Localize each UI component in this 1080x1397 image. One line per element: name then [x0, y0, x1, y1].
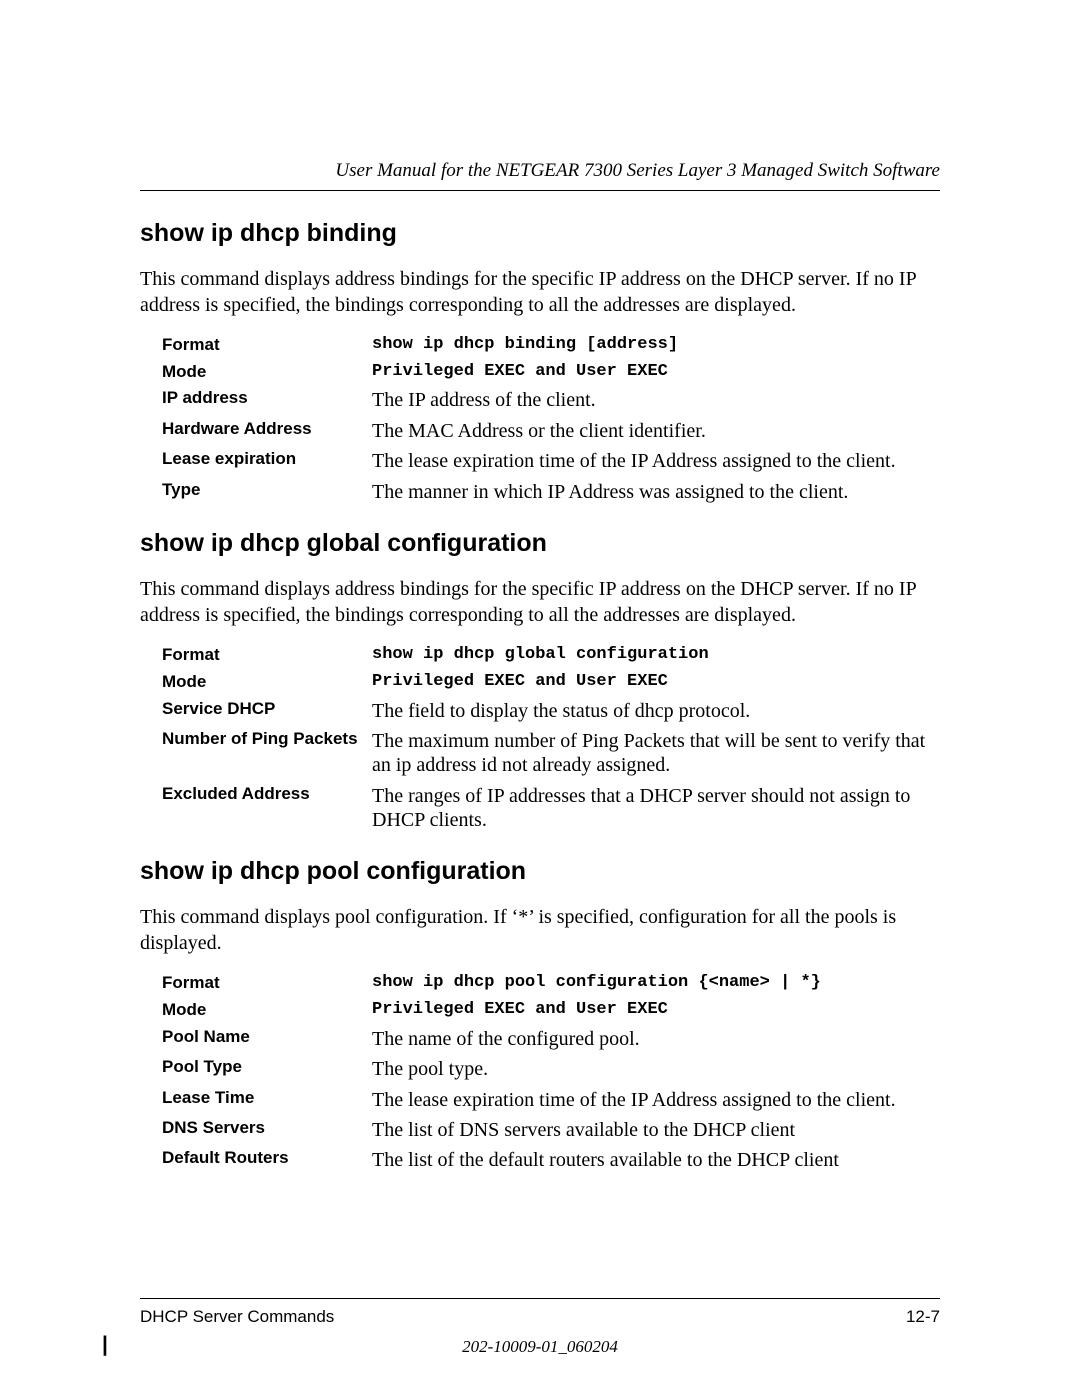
footer-section-name: DHCP Server Commands: [140, 1307, 334, 1327]
footer-row: DHCP Server Commands 12-7: [140, 1307, 940, 1327]
table-row: Default RoutersThe list of the default r…: [162, 1145, 932, 1175]
def-label: Excluded Address: [162, 781, 372, 836]
definition-table: Formatshow ip dhcp binding [address] Mod…: [162, 332, 932, 507]
def-label: Service DHCP: [162, 696, 372, 726]
table-row: ModePrivileged EXEC and User EXEC: [162, 669, 932, 696]
def-label: Type: [162, 477, 372, 507]
def-label: Lease expiration: [162, 446, 372, 476]
def-value: Privileged EXEC and User EXEC: [372, 359, 932, 386]
def-label: Mode: [162, 359, 372, 386]
table-row: ModePrivileged EXEC and User EXEC: [162, 359, 932, 386]
footer-doc-number: 202-10009-01_060204: [0, 1337, 1080, 1357]
def-value: The lease expiration time of the IP Addr…: [372, 446, 932, 476]
def-value: The MAC Address or the client identifier…: [372, 416, 932, 446]
def-value: Privileged EXEC and User EXEC: [372, 997, 932, 1024]
table-row: IP addressThe IP address of the client.: [162, 385, 932, 415]
def-value: The maximum number of Ping Packets that …: [372, 726, 932, 781]
definition-table: Formatshow ip dhcp global configuration …: [162, 642, 932, 835]
section-intro: This command displays address bindings f…: [140, 576, 940, 628]
def-label: Mode: [162, 669, 372, 696]
def-label: IP address: [162, 385, 372, 415]
table-row: Service DHCPThe field to display the sta…: [162, 696, 932, 726]
def-value: Privileged EXEC and User EXEC: [372, 669, 932, 696]
section-intro: This command displays address bindings f…: [140, 266, 940, 318]
section-intro: This command displays pool configuration…: [140, 904, 940, 956]
table-row: Excluded AddressThe ranges of IP address…: [162, 781, 932, 836]
footer-rule: [140, 1298, 940, 1299]
def-label: Number of Ping Packets: [162, 726, 372, 781]
definition-table: Formatshow ip dhcp pool configuration {<…: [162, 970, 932, 1175]
section-heading-pool: show ip dhcp pool configuration: [140, 857, 940, 886]
table-row: Lease expirationThe lease expiration tim…: [162, 446, 932, 476]
def-value: The IP address of the client.: [372, 385, 932, 415]
def-label: Default Routers: [162, 1145, 372, 1175]
table-row: Number of Ping PacketsThe maximum number…: [162, 726, 932, 781]
def-label: Mode: [162, 997, 372, 1024]
table-row: Pool NameThe name of the configured pool…: [162, 1024, 932, 1054]
table-row: Lease TimeThe lease expiration time of t…: [162, 1085, 932, 1115]
def-value: The field to display the status of dhcp …: [372, 696, 932, 726]
def-label: Format: [162, 970, 372, 997]
def-value: show ip dhcp pool configuration {<name> …: [372, 970, 932, 997]
section-heading-binding: show ip dhcp binding: [140, 219, 940, 248]
def-value: The list of DNS servers available to the…: [372, 1115, 932, 1145]
def-value: show ip dhcp global configuration: [372, 642, 932, 669]
page-header-title: User Manual for the NETGEAR 7300 Series …: [140, 160, 940, 191]
def-label: Pool Type: [162, 1054, 372, 1084]
footer-page-number: 12-7: [906, 1307, 940, 1327]
def-label: Format: [162, 642, 372, 669]
def-value: The list of the default routers availabl…: [372, 1145, 932, 1175]
table-row: DNS ServersThe list of DNS servers avail…: [162, 1115, 932, 1145]
def-value: The pool type.: [372, 1054, 932, 1084]
def-value: The ranges of IP addresses that a DHCP s…: [372, 781, 932, 836]
def-label: Pool Name: [162, 1024, 372, 1054]
table-row: Formatshow ip dhcp pool configuration {<…: [162, 970, 932, 997]
table-row: Formatshow ip dhcp global configuration: [162, 642, 932, 669]
def-label: Format: [162, 332, 372, 359]
def-label: Lease Time: [162, 1085, 372, 1115]
table-row: Hardware AddressThe MAC Address or the c…: [162, 416, 932, 446]
table-row: ModePrivileged EXEC and User EXEC: [162, 997, 932, 1024]
def-value: The name of the configured pool.: [372, 1024, 932, 1054]
def-value: The lease expiration time of the IP Addr…: [372, 1085, 932, 1115]
def-label: DNS Servers: [162, 1115, 372, 1145]
change-bar-icon: |: [102, 1333, 108, 1357]
def-label: Hardware Address: [162, 416, 372, 446]
def-value: show ip dhcp binding [address]: [372, 332, 932, 359]
table-row: TypeThe manner in which IP Address was a…: [162, 477, 932, 507]
table-row: Pool TypeThe pool type.: [162, 1054, 932, 1084]
table-row: Formatshow ip dhcp binding [address]: [162, 332, 932, 359]
page-content: User Manual for the NETGEAR 7300 Series …: [0, 0, 1080, 1176]
def-value: The manner in which IP Address was assig…: [372, 477, 932, 507]
section-heading-global: show ip dhcp global configuration: [140, 529, 940, 558]
